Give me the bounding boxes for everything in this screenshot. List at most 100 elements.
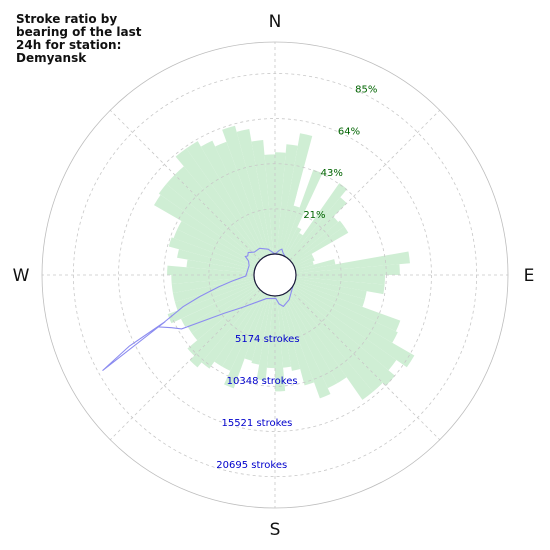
ratio-bar bbox=[171, 275, 255, 285]
ratio-bar bbox=[256, 295, 274, 381]
ratio-bar bbox=[293, 283, 398, 343]
ratio-bar bbox=[175, 148, 263, 259]
compass-label-w: W bbox=[13, 266, 30, 286]
ratio-bar bbox=[292, 285, 415, 368]
count-ring-label: 10348 strokes bbox=[227, 376, 298, 387]
ratio-bar bbox=[200, 140, 267, 257]
ratio-bar bbox=[289, 249, 303, 262]
grid-ring bbox=[118, 118, 432, 432]
ratio-bar bbox=[264, 154, 275, 255]
ratio-bar bbox=[275, 295, 286, 392]
ratio-bar bbox=[201, 291, 263, 369]
ratio-bar bbox=[275, 152, 286, 255]
count-ring-label: 15521 strokes bbox=[221, 418, 292, 429]
ratio-bar bbox=[168, 237, 256, 270]
ratio-bar bbox=[288, 289, 383, 392]
ratio-bar bbox=[251, 295, 272, 365]
compass-label-n: N bbox=[269, 12, 282, 32]
ratio-bar bbox=[282, 169, 323, 256]
ratio-bar bbox=[292, 226, 349, 265]
ratio-bar bbox=[266, 295, 275, 369]
grid-spoke bbox=[109, 109, 261, 261]
ratio-bar bbox=[294, 282, 401, 332]
ratio-bar bbox=[166, 174, 261, 262]
ratio-bar bbox=[282, 294, 331, 399]
ratio-ring-label: 43% bbox=[321, 168, 343, 179]
ratio-bar bbox=[174, 166, 262, 261]
ratio-bar bbox=[214, 292, 265, 367]
ratio-bar bbox=[280, 294, 315, 386]
ratio-bar bbox=[186, 259, 255, 274]
ratio-bar bbox=[293, 260, 302, 267]
ratio-bar bbox=[295, 272, 301, 275]
ratio-bar bbox=[236, 129, 272, 255]
ratio-bar bbox=[285, 292, 347, 384]
ratio-bar bbox=[187, 285, 258, 334]
center-circle bbox=[253, 253, 297, 297]
ratio-bar bbox=[295, 267, 302, 272]
count-ring-label: 5174 strokes bbox=[235, 334, 300, 345]
polar-grid bbox=[41, 41, 509, 509]
compass-labels: N E S W bbox=[13, 12, 535, 540]
ratio-bar bbox=[222, 293, 267, 371]
compass-label-s: S bbox=[270, 520, 281, 540]
grid-ring bbox=[163, 163, 387, 387]
ratio-bar bbox=[295, 270, 301, 274]
ratio-bar bbox=[153, 194, 258, 265]
center-hole bbox=[253, 253, 297, 297]
compass-label-e: E bbox=[524, 266, 535, 286]
ratio-bar bbox=[295, 251, 410, 274]
ratio-ring-label: 85% bbox=[355, 85, 377, 96]
ratio-bar bbox=[173, 229, 256, 268]
ratio-bar bbox=[174, 280, 256, 311]
ratio-bar bbox=[251, 140, 274, 255]
ratio-bar bbox=[276, 144, 298, 255]
ratio-bar bbox=[294, 280, 365, 307]
ratio-bar bbox=[167, 282, 256, 324]
ratio-bar bbox=[287, 183, 348, 259]
ratio-bar bbox=[285, 232, 303, 258]
ratio-bar bbox=[278, 133, 313, 255]
ratio-ring-label: 21% bbox=[303, 210, 325, 221]
ratio-bar bbox=[283, 293, 338, 389]
chart-title: Stroke ratio by bearing of the last 24h … bbox=[16, 12, 142, 65]
ratio-bar bbox=[295, 275, 386, 285]
ratio-bar bbox=[288, 244, 304, 261]
ratio-bar bbox=[177, 249, 255, 272]
ratio-bar bbox=[294, 265, 302, 270]
outer-frame bbox=[41, 41, 509, 509]
ratio-bar bbox=[244, 294, 270, 361]
ratio-bar bbox=[291, 251, 305, 263]
ratio-bar bbox=[189, 289, 262, 368]
ring-labels: 21% 43% 64% 85% 5174 strokes 10348 strokes 155… bbox=[216, 85, 377, 471]
ratio-bar bbox=[222, 125, 270, 256]
ratio-bar bbox=[288, 197, 347, 261]
ratio-bar bbox=[187, 288, 261, 356]
ratio-bar bbox=[278, 295, 301, 371]
grid-spoke bbox=[289, 289, 441, 441]
ratio-bar bbox=[191, 287, 259, 341]
ratio-ring-label: 64% bbox=[338, 126, 360, 137]
ratio-bar bbox=[295, 259, 336, 272]
ratio-bar bbox=[276, 295, 292, 368]
ratio-bar bbox=[283, 227, 302, 257]
grid-spoke bbox=[289, 109, 441, 261]
ratio-bar bbox=[291, 220, 345, 263]
ratio-bar bbox=[280, 205, 300, 256]
ratio-bar bbox=[181, 283, 257, 327]
ratio-bar bbox=[291, 287, 397, 371]
count-ring-label: 20695 strokes bbox=[216, 460, 287, 471]
ratio-bar bbox=[287, 247, 297, 259]
ratio-bar bbox=[186, 141, 265, 258]
ratio-bars bbox=[153, 125, 415, 400]
grid-spoke bbox=[109, 289, 261, 441]
ratio-bar bbox=[292, 258, 301, 265]
ratio-bar bbox=[289, 288, 396, 386]
ratio-bar bbox=[289, 216, 339, 262]
ratio-bar bbox=[295, 278, 305, 283]
ratio-bar bbox=[295, 276, 385, 295]
grid-ring bbox=[208, 208, 342, 342]
ratio-bar bbox=[287, 291, 373, 400]
ratio-bar bbox=[285, 253, 290, 258]
